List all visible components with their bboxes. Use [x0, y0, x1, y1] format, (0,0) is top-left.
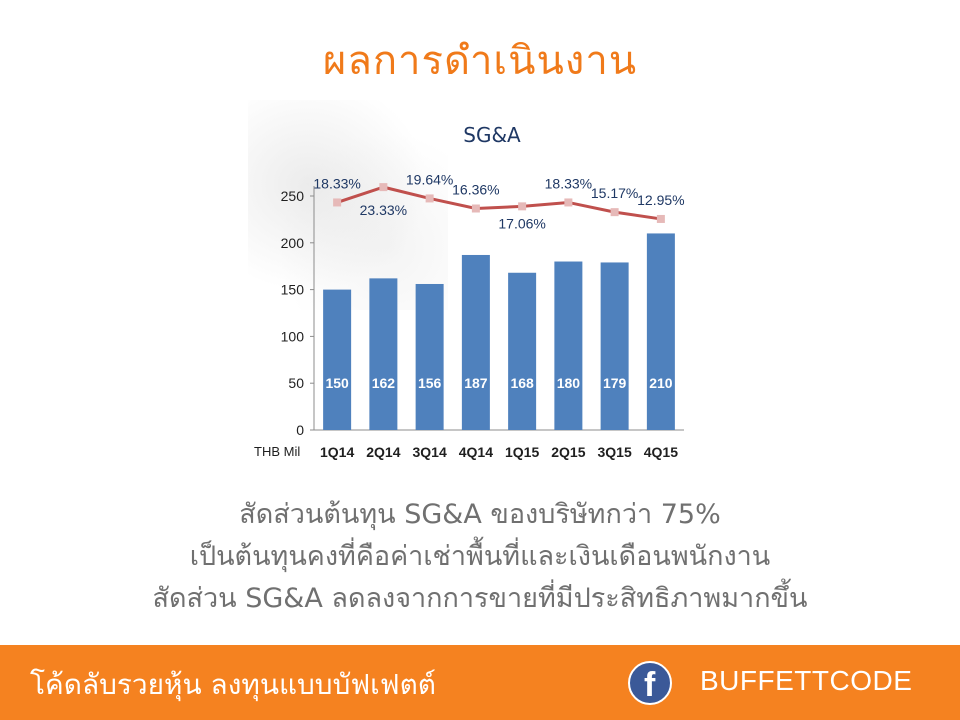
y-tick-label: 0 — [296, 422, 304, 438]
bar-value-label: 180 — [557, 375, 581, 391]
body-line: สัดส่วนต้นทุน SG&A ของบริษัทกว่า 75% — [239, 499, 721, 530]
line-value-label: 15.17% — [591, 185, 638, 201]
bar-value-label: 168 — [510, 375, 534, 391]
bar-3Q15 — [600, 262, 629, 430]
body-line: สัดส่วน SG&A ลดลงจากการขายที่มีประสิทธิภ… — [152, 583, 808, 614]
footer-bar: โค้ดลับรวยหุ้น ลงทุนแบบบัฟเฟตต์ f BUFFET… — [0, 645, 960, 720]
facebook-icon[interactable]: f — [628, 661, 672, 705]
line-value-label: 16.36% — [452, 181, 499, 197]
line-value-label: 12.95% — [637, 192, 684, 208]
chart-svg: SG&A THB Mil 0 50 100 150 200 250 150 1Q14 162 2Q… — [254, 123, 685, 460]
line-marker — [610, 208, 619, 217]
chart-title: SG&A — [463, 123, 521, 147]
x-tick-label: 1Q14 — [320, 444, 354, 460]
line-marker — [518, 202, 527, 211]
x-tick-label: 3Q15 — [598, 444, 632, 460]
bar-value-label: 187 — [464, 375, 488, 391]
line-value-label: 18.33% — [313, 175, 360, 191]
footer-tagline: โค้ดลับรวยหุ้น ลงทุนแบบบัฟเฟตต์ — [30, 668, 436, 701]
line-marker — [656, 214, 665, 223]
bar-1Q15 — [508, 272, 537, 430]
line-value-label: 19.64% — [406, 171, 453, 187]
x-tick-label: 2Q14 — [366, 444, 400, 460]
body-text: สัดส่วนต้นทุน SG&A ของบริษัทกว่า 75% เป็… — [0, 494, 960, 620]
bar-2Q15 — [554, 261, 583, 430]
page-title: ผลการดำเนินงาน — [322, 38, 638, 84]
bar-value-label: 210 — [649, 375, 673, 391]
bar-1Q14 — [323, 289, 352, 430]
line-value-label: 23.33% — [360, 202, 407, 218]
y-tick-label: 200 — [281, 235, 305, 251]
bar-3Q14 — [415, 283, 444, 430]
line-marker — [471, 204, 480, 213]
bar-2Q14 — [369, 278, 398, 430]
chart-background-texture — [248, 100, 448, 310]
bar-value-label: 179 — [603, 375, 627, 391]
y-tick-label: 100 — [281, 328, 305, 344]
bar-4Q14 — [461, 254, 490, 430]
x-tick-label: 1Q15 — [505, 444, 539, 460]
x-tick-label: 2Q15 — [551, 444, 585, 460]
brand-name: BUFFETTCODE — [700, 665, 913, 696]
bar-value-label: 150 — [325, 375, 349, 391]
line-marker — [333, 198, 342, 207]
sga-chart: SG&A THB Mil 0 50 100 150 200 250 150 1Q14 162 2Q… — [248, 100, 718, 470]
x-tick-label: 4Q15 — [644, 444, 678, 460]
line-value-label: 17.06% — [498, 215, 545, 231]
bar-value-label: 156 — [418, 375, 442, 391]
line-marker — [564, 198, 573, 207]
line-value-label: 18.33% — [545, 175, 592, 191]
bar-4Q15 — [646, 233, 675, 430]
bar-value-label: 162 — [372, 375, 396, 391]
x-tick-label: 4Q14 — [459, 444, 493, 460]
unit-label: THB Mil — [254, 444, 300, 459]
x-tick-label: 3Q14 — [413, 444, 447, 460]
y-tick-label: 50 — [288, 375, 304, 391]
y-tick-label: 150 — [281, 282, 305, 298]
y-tick-label: 250 — [281, 188, 305, 204]
body-line: เป็นต้นทุนคงที่คือค่าเช่าพื้นที่และเงินเ… — [189, 541, 771, 572]
line-marker — [425, 194, 434, 203]
line-series — [336, 185, 662, 221]
line-marker — [379, 183, 388, 192]
